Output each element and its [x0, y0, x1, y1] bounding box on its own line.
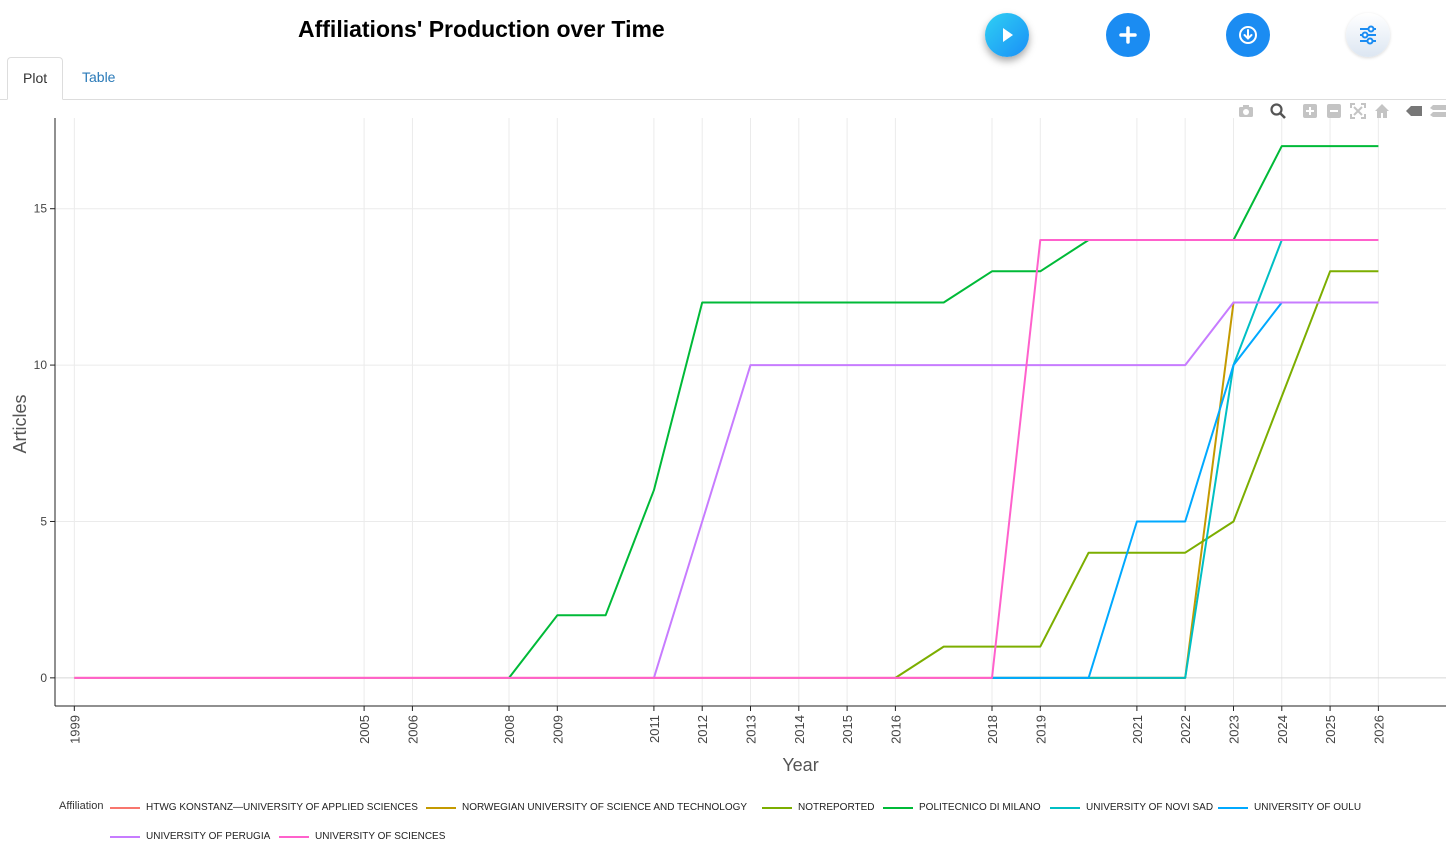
x-tick-label: 2011: [647, 715, 662, 743]
hover-closest-icon[interactable]: [1405, 102, 1423, 120]
play-icon: [1003, 28, 1013, 42]
legend-label: HTWG KONSTANZ—UNIVERSITY OF APPLIED SCIE…: [146, 802, 418, 813]
x-tick-label: 2026: [1371, 715, 1386, 744]
autoscale-icon[interactable]: [1349, 102, 1367, 120]
home-icon[interactable]: [1373, 102, 1391, 120]
options-button[interactable]: [1346, 13, 1390, 57]
legend-item[interactable]: UNIVERSITY OF PERUGIA: [110, 831, 270, 842]
download-button[interactable]: [1226, 13, 1270, 57]
y-tick-label: 0: [40, 671, 47, 685]
y-tick-label: 15: [34, 202, 48, 216]
x-tick-label: 2025: [1323, 715, 1338, 744]
y-axis-title: Articles: [10, 394, 30, 453]
series-line-8[interactable]: [74, 239, 1379, 679]
legend-swatch: [762, 806, 792, 809]
legend-item[interactable]: UNIVERSITY OF SCIENCES: [279, 831, 445, 842]
x-tick-label: 2023: [1226, 715, 1241, 744]
x-axis-title: Year: [782, 755, 818, 775]
legend-label: UNIVERSITY OF SCIENCES: [315, 831, 446, 842]
legend-label: NOTREPORTED: [798, 802, 875, 813]
x-tick-label: 2016: [888, 715, 903, 744]
legend-item[interactable]: NOTREPORTED: [762, 802, 875, 813]
legend-label: POLITECNICO DI MILANO: [919, 802, 1041, 813]
legend-swatch: [110, 835, 140, 838]
legend-item[interactable]: NORWEGIAN UNIVERSITY OF SCIENCE AND TECH…: [426, 802, 747, 813]
zoom-in-icon[interactable]: [1301, 102, 1319, 120]
plus-icon: [1119, 26, 1137, 44]
legend-item[interactable]: HTWG KONSTANZ—UNIVERSITY OF APPLIED SCIE…: [110, 802, 418, 813]
series-line-4[interactable]: [508, 145, 1379, 679]
legend-label: UNIVERSITY OF NOVI SAD: [1086, 802, 1214, 813]
legend-swatch: [426, 806, 456, 809]
x-tick-label: 2018: [985, 715, 1000, 744]
legend-label: UNIVERSITY OF OULU: [1254, 802, 1362, 813]
x-tick-label: 2014: [792, 715, 807, 744]
x-tick-label: 2019: [1033, 715, 1048, 744]
legend-item[interactable]: POLITECNICO DI MILANO: [883, 802, 1041, 813]
series-line-7[interactable]: [652, 301, 1379, 679]
legend-title: Affiliation: [59, 800, 104, 812]
legend-swatch: [279, 835, 309, 838]
legend-label: UNIVERSITY OF PERUGIA: [146, 831, 271, 842]
zoom-icon[interactable]: [1269, 102, 1287, 120]
legend-item[interactable]: UNIVERSITY OF NOVI SAD: [1050, 802, 1213, 813]
legend-label: NORWEGIAN UNIVERSITY OF SCIENCE AND TECH…: [462, 802, 748, 813]
legend-swatch: [110, 806, 140, 809]
tab-bar: Plot Table: [0, 57, 1446, 100]
tab-table[interactable]: Table: [82, 69, 116, 85]
legend-item[interactable]: UNIVERSITY OF OULU: [1218, 802, 1361, 813]
legend-swatch: [1050, 806, 1080, 809]
camera-icon[interactable]: [1237, 102, 1255, 120]
series-line-3[interactable]: [894, 270, 1379, 679]
add-button[interactable]: [1106, 13, 1150, 57]
x-tick-label: 2012: [695, 715, 710, 744]
x-tick-label: 2013: [744, 715, 759, 744]
x-tick-label: 2008: [502, 715, 517, 744]
series-line-6[interactable]: [992, 301, 1283, 679]
y-tick-label: 10: [34, 358, 48, 372]
legend-swatch: [1218, 806, 1248, 809]
y-tick-label: 5: [40, 514, 47, 528]
x-tick-label: 2022: [1178, 715, 1193, 744]
x-tick-label: 2005: [357, 715, 372, 744]
line-chart: 0 5 10 15 1999 2005 2006 2008 2009 2011 2012 2013 20…: [10, 118, 1446, 775]
legend-swatch: [883, 806, 913, 809]
tab-plot[interactable]: Plot: [7, 57, 64, 100]
sliders-icon: [1360, 25, 1376, 45]
zoom-out-icon[interactable]: [1325, 102, 1343, 120]
x-tick-label: 2021: [1130, 715, 1145, 744]
x-tick-label: 2024: [1275, 715, 1290, 744]
page-title: Affiliations' Production over Time: [298, 16, 665, 42]
x-tick-label: 2006: [405, 715, 420, 744]
x-tick-label: 2009: [550, 715, 565, 744]
play-button[interactable]: [985, 13, 1029, 57]
hover-compare-icon[interactable]: [1429, 102, 1446, 120]
x-tick-label: 2015: [840, 715, 855, 744]
download-icon: [1239, 26, 1257, 44]
x-tick-label: 1999: [67, 715, 82, 744]
